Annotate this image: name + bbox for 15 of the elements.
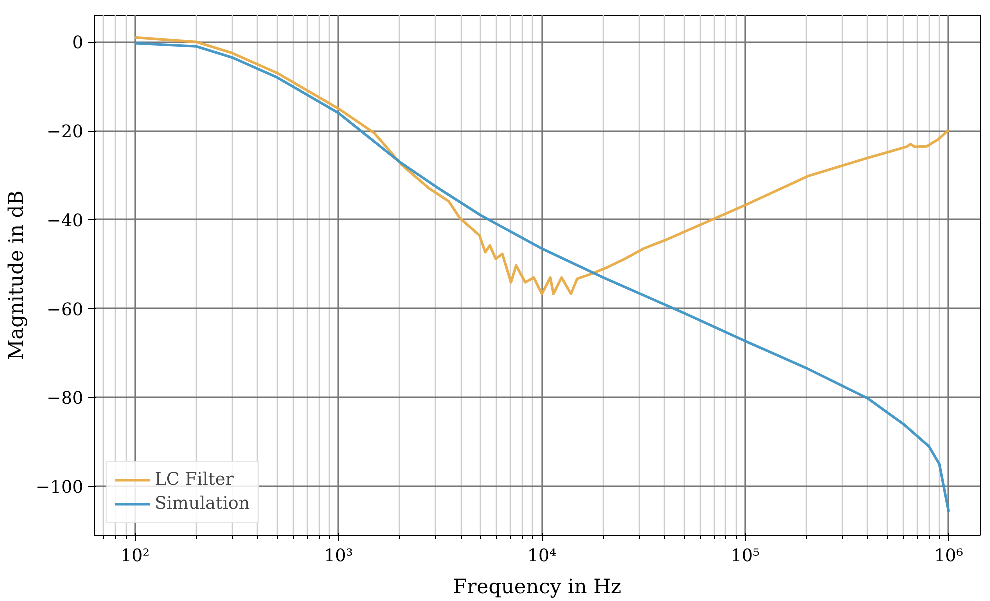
y-tick-label: −100 [36, 478, 84, 498]
x-tick-label: 10³ [324, 546, 354, 566]
legend-label: Simulation [155, 494, 250, 514]
y-tick-label: −80 [46, 389, 84, 410]
x-tick-label: 10⁶ [934, 546, 964, 566]
x-axis-title: Frequency in Hz [453, 574, 622, 598]
y-tick-label: −60 [46, 300, 84, 320]
y-axis-title: Magnitude in dB [4, 190, 28, 360]
y-tick-label: 0 [72, 34, 84, 54]
x-tick-label: 10⁵ [731, 546, 760, 566]
x-tick-label: 10² [120, 546, 150, 566]
legend-label: LC Filter [155, 470, 234, 490]
y-tick-label: −40 [46, 211, 84, 232]
x-tick-label: 10⁴ [528, 546, 557, 566]
y-tick-label: −20 [46, 122, 84, 143]
